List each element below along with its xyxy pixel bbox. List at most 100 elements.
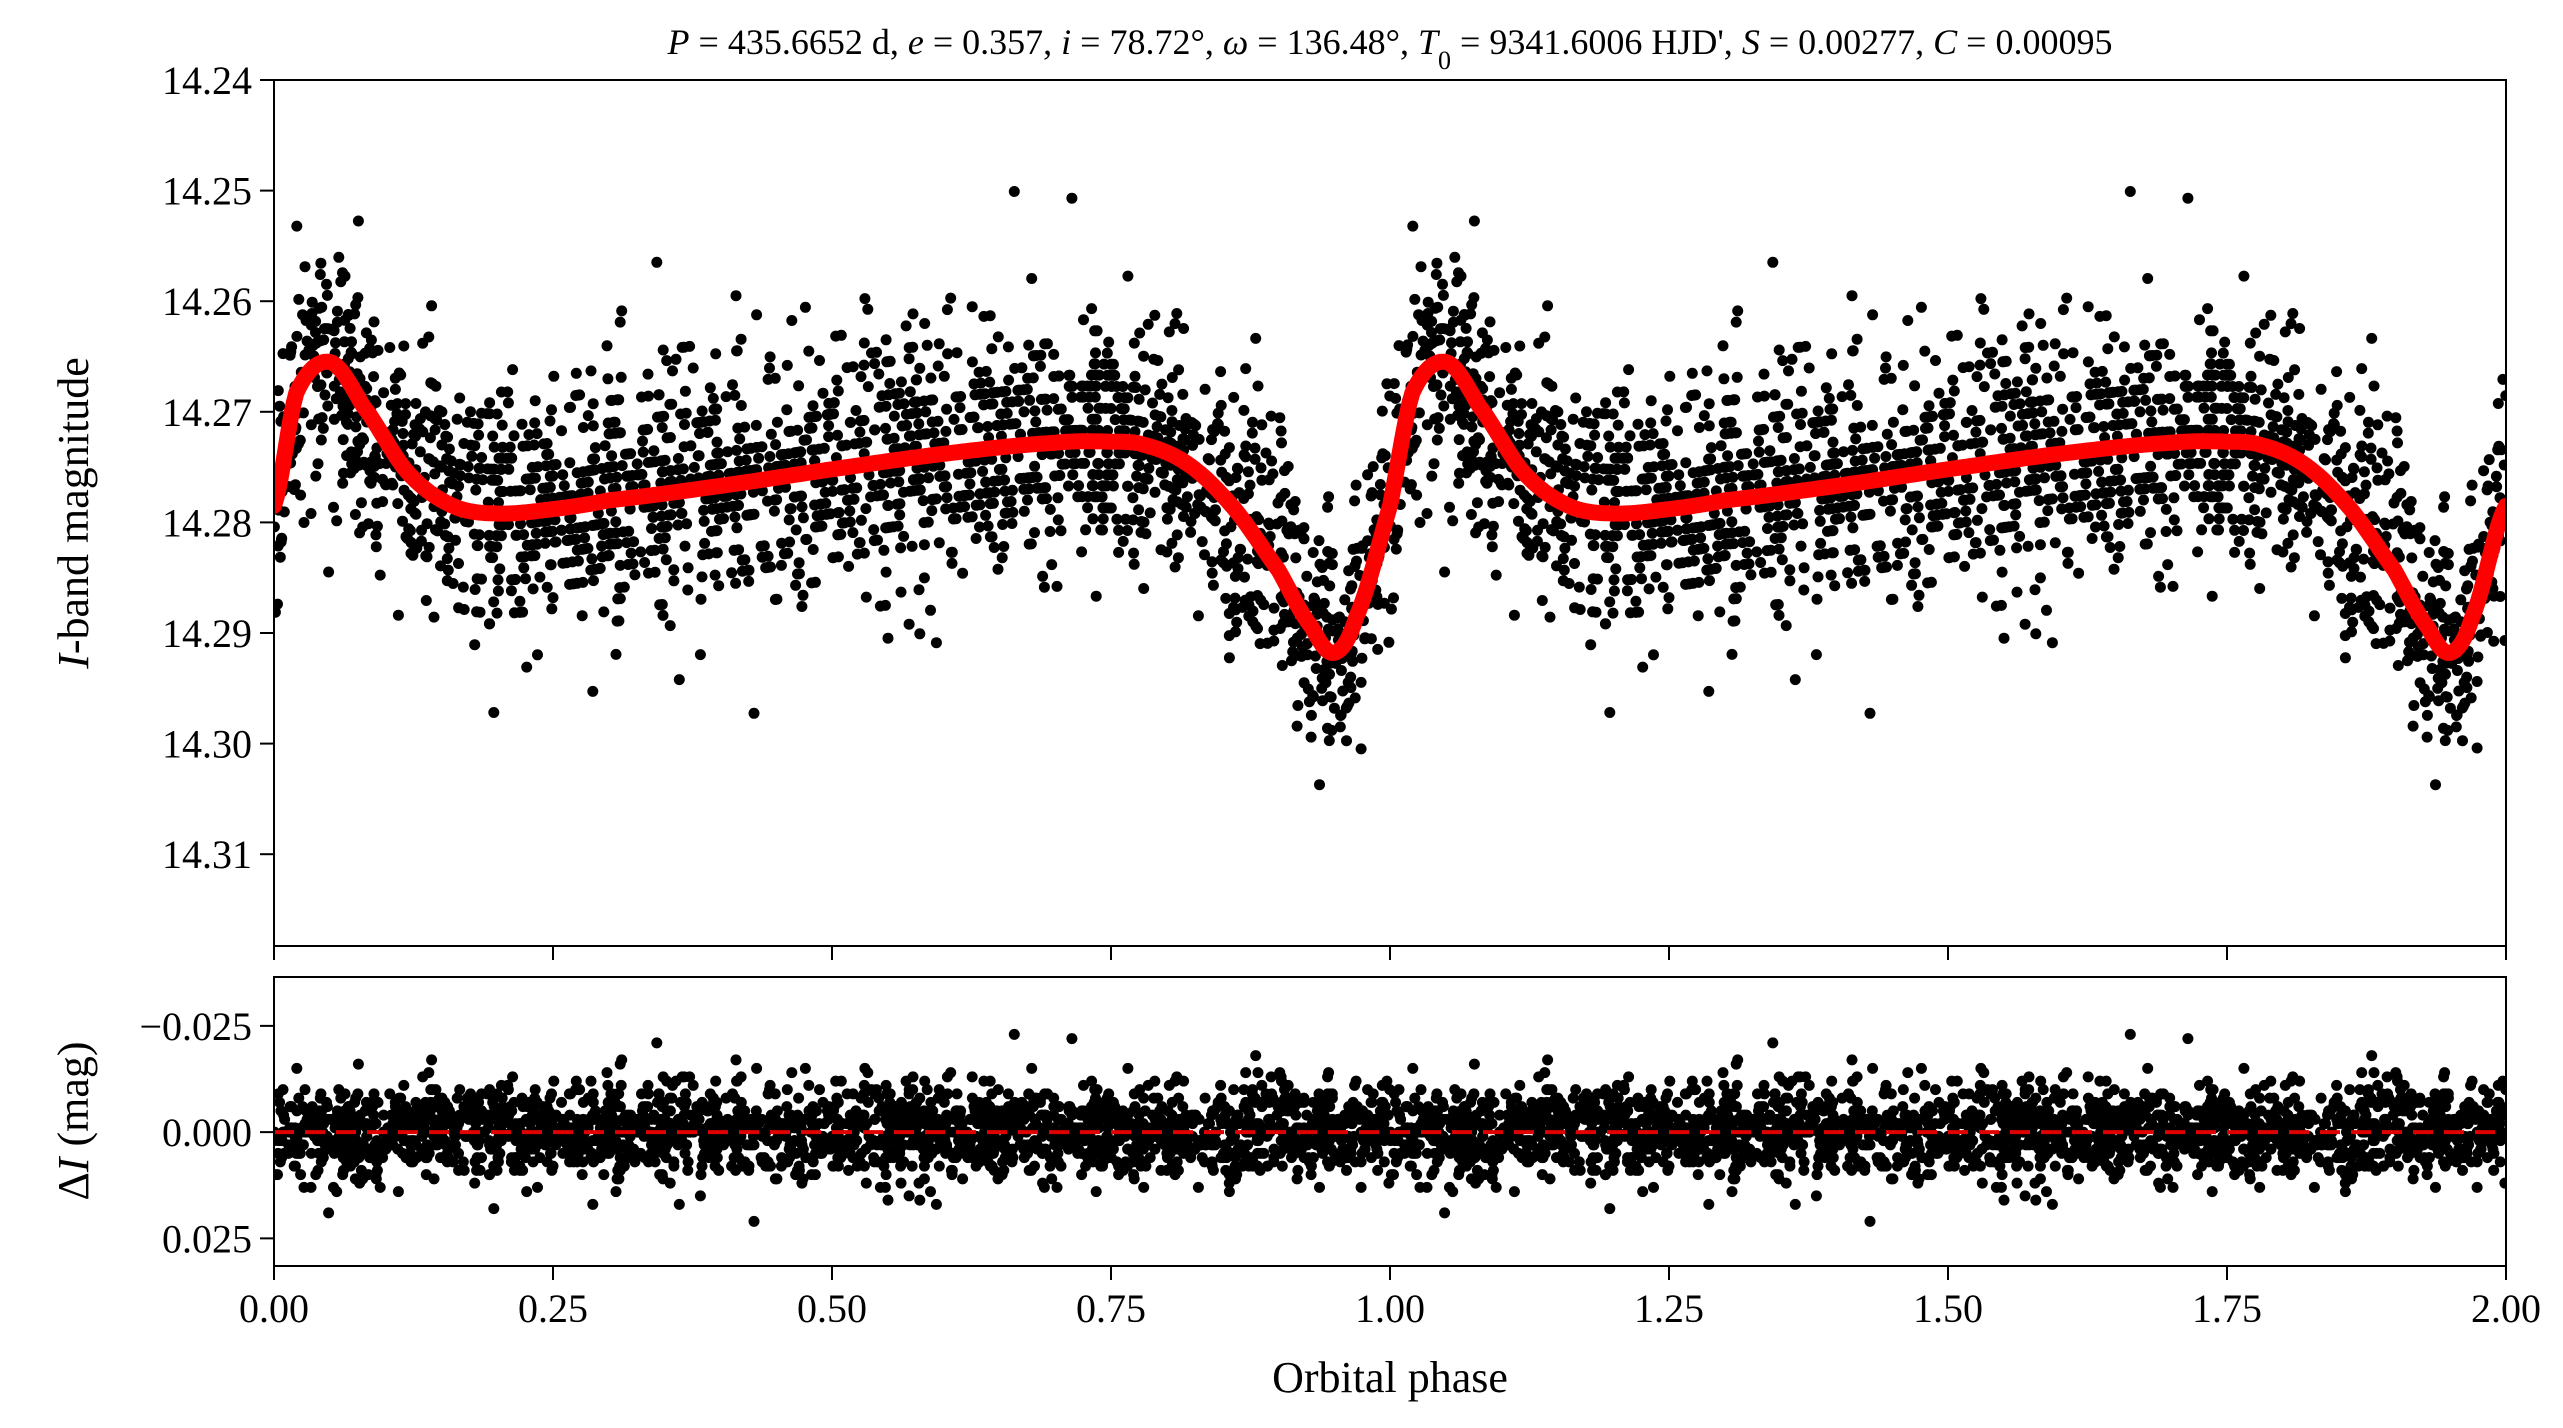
data-point [409,507,421,519]
data-point [1508,609,1520,621]
data-point [321,278,332,290]
data-point [2221,403,2233,414]
data-point [1066,391,1078,403]
data-point [2130,428,2142,440]
data-point [1551,516,1563,528]
data-point [1359,633,1371,645]
data-point [1122,270,1134,282]
data-point [488,596,500,608]
data-point [1880,351,1892,363]
data-point [1971,415,1983,427]
data-point [1268,602,1280,614]
data-point [1089,413,1100,425]
data-point [682,562,694,574]
data-point [400,531,412,543]
data-point [2122,518,2134,529]
data-point [2199,446,2211,458]
data-point [878,544,890,556]
data-point [730,290,742,302]
data-point [2488,635,2500,647]
residual-point [1138,1092,1150,1104]
data-point [2035,318,2047,329]
data-point [1923,544,1935,555]
data-point [454,392,466,404]
data-point [495,530,507,542]
data-point [2482,480,2494,492]
data-point [1755,557,1767,568]
data-point [1219,525,1231,537]
data-point [1087,513,1099,525]
data-point [537,482,549,494]
data-point [1512,415,1524,427]
data-point [1663,592,1675,604]
data-point [1765,566,1777,578]
data-point [1244,479,1256,491]
data-point [1618,397,1630,409]
data-point [904,386,916,398]
data-point [564,457,576,469]
data-point [1024,472,1036,484]
data-point [1550,460,1562,472]
data-point [1922,444,1934,456]
data-point [2025,396,2037,408]
data-point [2218,369,2230,381]
data-point [574,389,586,401]
data-point [1546,524,1557,536]
data-point [410,398,422,409]
data-point [605,428,616,440]
data-point [1484,316,1496,328]
data-point [854,426,866,438]
data-point [2223,358,2235,370]
data-point [893,476,905,488]
data-point [1087,469,1099,480]
residual-point [602,1079,614,1091]
data-point [1985,424,1997,436]
data-point [2248,415,2260,427]
data-point [1219,448,1231,460]
data-point [1127,492,1139,504]
data-point [911,374,923,386]
data-point [1088,491,1100,503]
data-point [1029,405,1041,417]
data-point [1558,564,1570,576]
data-point [1780,398,1792,410]
data-point [1713,529,1725,541]
data-point [2368,623,2379,635]
data-point [1462,458,1474,470]
data-point [1178,323,1190,334]
data-point [1206,556,1218,568]
data-point [1998,500,2010,511]
data-point [2417,570,2429,582]
data-point [1215,554,1227,566]
data-point [1720,472,1732,484]
data-point [614,316,626,328]
data-point [2263,397,2274,409]
data-point [951,347,963,359]
title-segment: P [667,22,690,62]
data-point [1366,487,1378,499]
data-point [1103,336,1115,348]
data-point [2335,525,2347,537]
data-point [1672,425,1683,437]
data-point [1064,369,1076,381]
data-point [987,497,999,509]
data-point [2238,392,2250,404]
data-point [369,450,381,462]
data-point [975,377,987,389]
data-point [1355,676,1367,688]
data-point [631,458,643,470]
data-point [1692,610,1704,622]
data-point [1881,428,1893,440]
data-point [927,394,939,406]
data-point [349,509,361,520]
data-point [1587,606,1599,618]
data-point [1813,549,1825,561]
data-point [556,425,567,437]
data-point [1638,473,1650,485]
data-point [1917,533,1929,545]
data-point [2209,402,2221,414]
data-point [1662,470,1674,482]
data-point [2229,524,2241,536]
data-point [1022,372,1034,384]
